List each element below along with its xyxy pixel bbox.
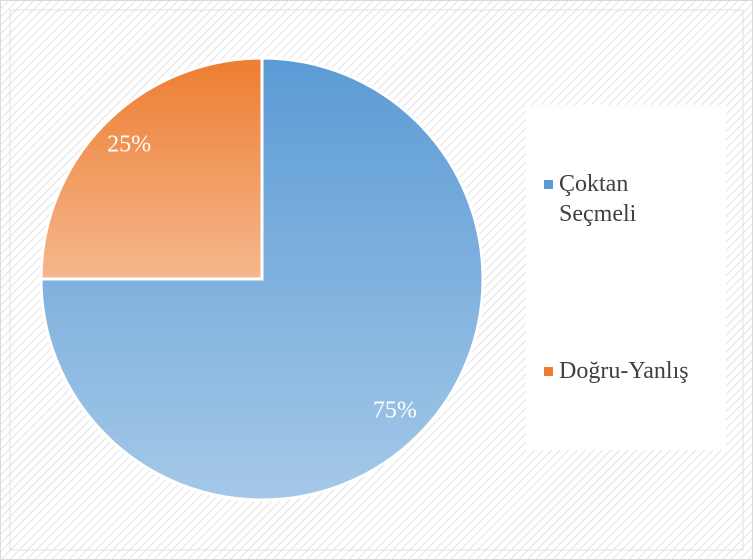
legend-item: Çoktan Seçmeli (544, 169, 726, 229)
data-label: 25% (107, 132, 151, 158)
data-label: 75% (373, 397, 417, 423)
legend-label: Doğru-Yanlış (559, 358, 689, 385)
legend-label: Çoktan Seçmeli (559, 170, 637, 227)
legend-swatch (544, 367, 553, 377)
legend-item: Doğru-Yanlış (544, 356, 726, 386)
pie-slice (39, 56, 264, 281)
pie-slice (39, 56, 485, 502)
legend: Çoktan Seçmeli Doğru-Yanlış (526, 105, 726, 450)
plot-border (9, 9, 744, 551)
legend-swatch (544, 179, 553, 189)
